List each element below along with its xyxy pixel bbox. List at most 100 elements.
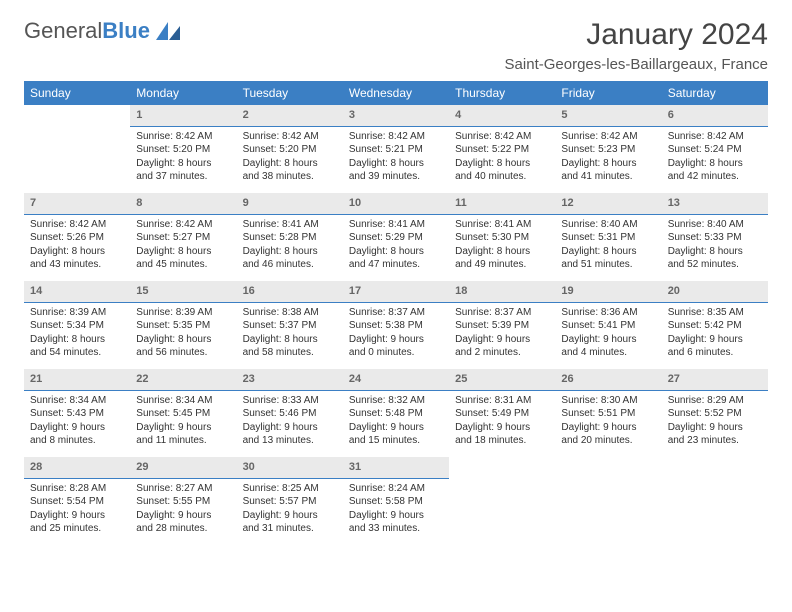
sunrise-line: Sunrise: 8:31 AM — [455, 394, 549, 408]
daylight-line: Daylight: 9 hours and 15 minutes. — [349, 421, 443, 448]
day-body: Sunrise: 8:34 AMSunset: 5:43 PMDaylight:… — [24, 391, 130, 454]
sunrise-line: Sunrise: 8:42 AM — [561, 130, 655, 144]
day-body: Sunrise: 8:40 AMSunset: 5:31 PMDaylight:… — [555, 215, 661, 278]
sunrise-line: Sunrise: 8:28 AM — [30, 482, 124, 496]
day-body: Sunrise: 8:42 AMSunset: 5:22 PMDaylight:… — [449, 127, 555, 190]
daylight-line: Daylight: 9 hours and 25 minutes. — [30, 509, 124, 536]
sunset-line: Sunset: 5:34 PM — [30, 319, 124, 333]
sunset-line: Sunset: 5:39 PM — [455, 319, 549, 333]
sunrise-line: Sunrise: 8:29 AM — [668, 394, 762, 408]
calendar-cell: 9Sunrise: 8:41 AMSunset: 5:28 PMDaylight… — [237, 193, 343, 281]
daylight-line: Daylight: 9 hours and 0 minutes. — [349, 333, 443, 360]
sunset-line: Sunset: 5:20 PM — [243, 143, 337, 157]
day-body: Sunrise: 8:41 AMSunset: 5:29 PMDaylight:… — [343, 215, 449, 278]
day-body: Sunrise: 8:42 AMSunset: 5:23 PMDaylight:… — [555, 127, 661, 190]
day-number: 20 — [662, 281, 768, 303]
day-body: Sunrise: 8:42 AMSunset: 5:20 PMDaylight:… — [130, 127, 236, 190]
daylight-line: Daylight: 9 hours and 31 minutes. — [243, 509, 337, 536]
weekday-row: SundayMondayTuesdayWednesdayThursdayFrid… — [24, 81, 768, 105]
day-body: Sunrise: 8:27 AMSunset: 5:55 PMDaylight:… — [130, 479, 236, 542]
weekday-header: Monday — [130, 81, 236, 105]
sunrise-line: Sunrise: 8:37 AM — [349, 306, 443, 320]
sunset-line: Sunset: 5:20 PM — [136, 143, 230, 157]
weekday-header: Saturday — [662, 81, 768, 105]
day-body: Sunrise: 8:41 AMSunset: 5:30 PMDaylight:… — [449, 215, 555, 278]
sunset-line: Sunset: 5:28 PM — [243, 231, 337, 245]
day-number: 26 — [555, 369, 661, 391]
day-body: Sunrise: 8:25 AMSunset: 5:57 PMDaylight:… — [237, 479, 343, 542]
weekday-header: Wednesday — [343, 81, 449, 105]
daylight-line: Daylight: 8 hours and 49 minutes. — [455, 245, 549, 272]
day-body: Sunrise: 8:37 AMSunset: 5:38 PMDaylight:… — [343, 303, 449, 366]
sunrise-line: Sunrise: 8:42 AM — [136, 130, 230, 144]
calendar-cell — [662, 457, 768, 545]
sunrise-line: Sunrise: 8:27 AM — [136, 482, 230, 496]
month-title: January 2024 — [505, 18, 768, 52]
calendar-cell: 28Sunrise: 8:28 AMSunset: 5:54 PMDayligh… — [24, 457, 130, 545]
daylight-line: Daylight: 8 hours and 39 minutes. — [349, 157, 443, 184]
day-number: 31 — [343, 457, 449, 479]
calendar-cell: 22Sunrise: 8:34 AMSunset: 5:45 PMDayligh… — [130, 369, 236, 457]
calendar-cell: 14Sunrise: 8:39 AMSunset: 5:34 PMDayligh… — [24, 281, 130, 369]
calendar-cell: 18Sunrise: 8:37 AMSunset: 5:39 PMDayligh… — [449, 281, 555, 369]
sunrise-line: Sunrise: 8:40 AM — [668, 218, 762, 232]
day-number: 7 — [24, 193, 130, 215]
calendar-cell: 5Sunrise: 8:42 AMSunset: 5:23 PMDaylight… — [555, 105, 661, 193]
calendar-cell — [24, 105, 130, 193]
day-body: Sunrise: 8:24 AMSunset: 5:58 PMDaylight:… — [343, 479, 449, 542]
daylight-line: Daylight: 9 hours and 8 minutes. — [30, 421, 124, 448]
daylight-line: Daylight: 9 hours and 6 minutes. — [668, 333, 762, 360]
sunrise-line: Sunrise: 8:42 AM — [136, 218, 230, 232]
title-block: January 2024 Saint-Georges-les-Baillarge… — [505, 18, 768, 73]
sunset-line: Sunset: 5:54 PM — [30, 495, 124, 509]
day-number: 10 — [343, 193, 449, 215]
daylight-line: Daylight: 9 hours and 2 minutes. — [455, 333, 549, 360]
sunrise-line: Sunrise: 8:41 AM — [243, 218, 337, 232]
calendar-cell: 4Sunrise: 8:42 AMSunset: 5:22 PMDaylight… — [449, 105, 555, 193]
calendar-cell: 15Sunrise: 8:39 AMSunset: 5:35 PMDayligh… — [130, 281, 236, 369]
day-body: Sunrise: 8:38 AMSunset: 5:37 PMDaylight:… — [237, 303, 343, 366]
sunset-line: Sunset: 5:29 PM — [349, 231, 443, 245]
sunrise-line: Sunrise: 8:40 AM — [561, 218, 655, 232]
sunrise-line: Sunrise: 8:30 AM — [561, 394, 655, 408]
day-number: 1 — [130, 105, 236, 127]
logo-text-a: General — [24, 18, 102, 43]
sunrise-line: Sunrise: 8:32 AM — [349, 394, 443, 408]
sunrise-line: Sunrise: 8:25 AM — [243, 482, 337, 496]
day-body: Sunrise: 8:42 AMSunset: 5:27 PMDaylight:… — [130, 215, 236, 278]
sunset-line: Sunset: 5:31 PM — [561, 231, 655, 245]
sunset-line: Sunset: 5:27 PM — [136, 231, 230, 245]
day-number: 4 — [449, 105, 555, 127]
calendar-cell: 19Sunrise: 8:36 AMSunset: 5:41 PMDayligh… — [555, 281, 661, 369]
calendar-cell: 1Sunrise: 8:42 AMSunset: 5:20 PMDaylight… — [130, 105, 236, 193]
day-number: 18 — [449, 281, 555, 303]
day-body: Sunrise: 8:42 AMSunset: 5:21 PMDaylight:… — [343, 127, 449, 190]
day-body: Sunrise: 8:35 AMSunset: 5:42 PMDaylight:… — [662, 303, 768, 366]
sunrise-line: Sunrise: 8:42 AM — [30, 218, 124, 232]
day-body: Sunrise: 8:39 AMSunset: 5:34 PMDaylight:… — [24, 303, 130, 366]
sunset-line: Sunset: 5:51 PM — [561, 407, 655, 421]
day-number: 9 — [237, 193, 343, 215]
day-number: 3 — [343, 105, 449, 127]
daylight-line: Daylight: 8 hours and 51 minutes. — [561, 245, 655, 272]
day-number: 12 — [555, 193, 661, 215]
day-body: Sunrise: 8:31 AMSunset: 5:49 PMDaylight:… — [449, 391, 555, 454]
sunset-line: Sunset: 5:45 PM — [136, 407, 230, 421]
calendar-week-row: 14Sunrise: 8:39 AMSunset: 5:34 PMDayligh… — [24, 281, 768, 369]
daylight-line: Daylight: 8 hours and 56 minutes. — [136, 333, 230, 360]
daylight-line: Daylight: 8 hours and 58 minutes. — [243, 333, 337, 360]
page-header: GeneralBlue January 2024 Saint-Georges-l… — [24, 18, 768, 73]
day-body: Sunrise: 8:42 AMSunset: 5:24 PMDaylight:… — [662, 127, 768, 190]
daylight-line: Daylight: 8 hours and 42 minutes. — [668, 157, 762, 184]
calendar-cell: 8Sunrise: 8:42 AMSunset: 5:27 PMDaylight… — [130, 193, 236, 281]
sunset-line: Sunset: 5:35 PM — [136, 319, 230, 333]
calendar-table: SundayMondayTuesdayWednesdayThursdayFrid… — [24, 81, 768, 545]
daylight-line: Daylight: 9 hours and 33 minutes. — [349, 509, 443, 536]
sunset-line: Sunset: 5:33 PM — [668, 231, 762, 245]
calendar-cell: 12Sunrise: 8:40 AMSunset: 5:31 PMDayligh… — [555, 193, 661, 281]
daylight-line: Daylight: 9 hours and 23 minutes. — [668, 421, 762, 448]
calendar-cell — [449, 457, 555, 545]
sunset-line: Sunset: 5:46 PM — [243, 407, 337, 421]
logo: GeneralBlue — [24, 18, 182, 44]
day-number: 27 — [662, 369, 768, 391]
